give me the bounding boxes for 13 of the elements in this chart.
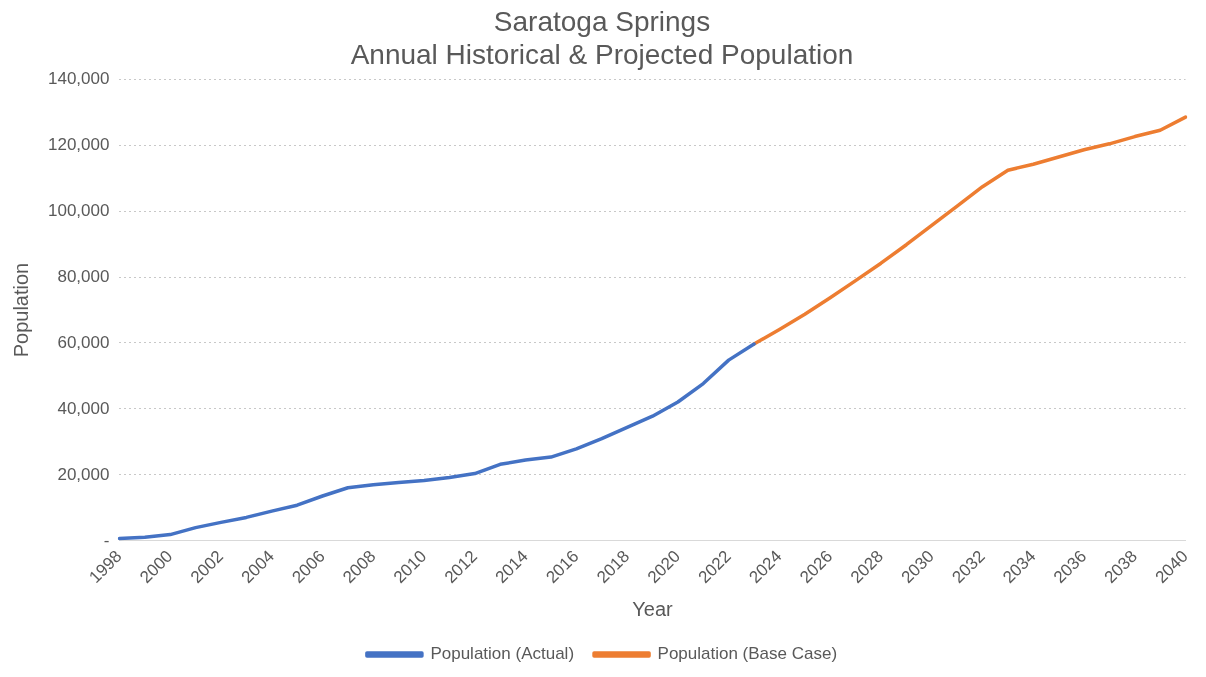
- y-tick-label: -: [103, 530, 110, 550]
- y-axis-title: Population: [9, 262, 32, 358]
- x-axis-title: Year: [632, 597, 674, 620]
- y-tick-label: 60,000: [57, 332, 110, 352]
- y-tick-label: 140,000: [48, 68, 110, 88]
- y-tick-label: 40,000: [57, 398, 110, 418]
- y-tick-label: 80,000: [57, 266, 110, 286]
- chart-title: Saratoga Springs Annual Historical & Projected Population: [350, 5, 854, 71]
- y-tick-label: 120,000: [48, 134, 110, 154]
- y-tick-label: 100,000: [48, 200, 110, 220]
- legend-label: Population (Actual): [430, 644, 575, 664]
- y-tick-label: 20,000: [57, 464, 110, 484]
- legend-label: Population (Base Case): [657, 644, 838, 664]
